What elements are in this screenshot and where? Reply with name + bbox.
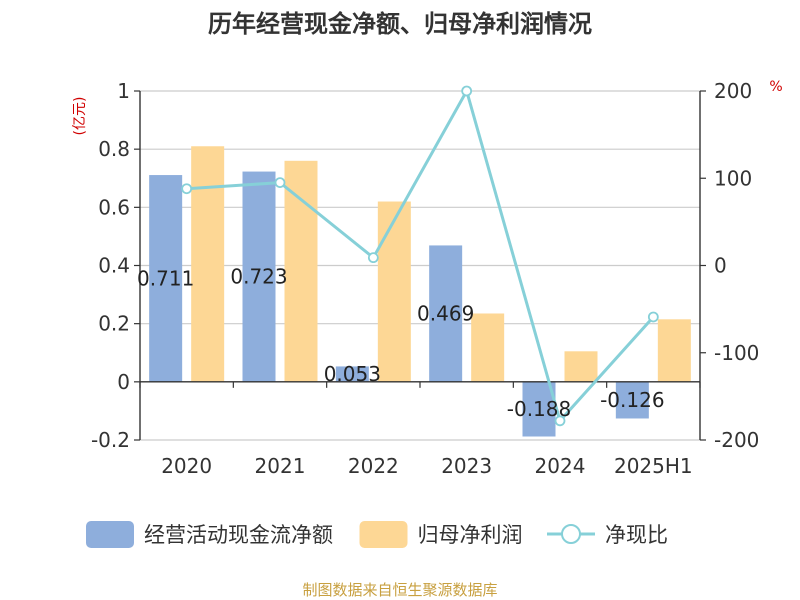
legend-swatch-net-profit <box>359 521 408 548</box>
cash-flow-value-label: 0.711 <box>137 266 194 290</box>
right-axis-ticks: -200 -100 0 100 200 <box>700 79 759 452</box>
bars <box>149 146 691 437</box>
ratio-point <box>181 183 193 195</box>
net-profit-bar <box>284 160 318 382</box>
cash-flow-value-label: 0.723 <box>230 265 287 289</box>
legend-label: 净现比 <box>605 523 668 547</box>
legend-swatch-cash-flow <box>86 521 134 548</box>
net-profit-bar <box>657 319 691 382</box>
category-label: 2020 <box>161 454 212 478</box>
left-axis-ticks: -0.2 0 0.2 0.4 0.6 0.8 1 <box>91 79 140 452</box>
cash-flow-value-label: -0.126 <box>600 388 664 412</box>
cash-flow-bar <box>335 366 369 382</box>
cash-flow-bar <box>429 245 463 382</box>
category-label: 2024 <box>535 454 586 478</box>
right-tick-label: 0 <box>714 254 727 278</box>
ratio-point <box>274 177 286 189</box>
left-tick-label: 0.4 <box>98 254 130 278</box>
category-label: 2021 <box>255 454 306 478</box>
category-label: 2023 <box>441 454 492 478</box>
left-tick-label: 0.8 <box>98 137 130 161</box>
data-labels: 0.711 0.723 0.053 0.469 -0.188 -0.126 <box>137 265 665 421</box>
left-tick-label: -0.2 <box>91 428 130 452</box>
legend-label: 经营活动现金流净额 <box>144 523 333 547</box>
cash-flow-bar <box>615 381 649 419</box>
net-profit-bar <box>564 351 598 382</box>
cash-flow-value-label: 0.469 <box>417 302 474 326</box>
left-tick-label: 0.6 <box>98 195 130 219</box>
category-labels: 2020 2021 2022 2023 2024 2025H1 <box>161 454 692 478</box>
net-profit-bar <box>377 201 411 382</box>
right-tick-label: 200 <box>714 79 752 103</box>
chart-title: 历年经营现金净额、归母净利润情况 <box>208 10 592 38</box>
source-note: 制图数据来自恒生聚源数据库 <box>302 581 497 599</box>
right-tick-label: -200 <box>714 428 759 452</box>
net-profit-bar <box>471 313 505 382</box>
category-label: 2025H1 <box>614 454 693 478</box>
legend-swatch-ratio-marker <box>561 524 581 544</box>
category-label: 2022 <box>348 454 399 478</box>
ratio-line-path <box>186 87 655 424</box>
right-tick-label: 100 <box>714 166 752 190</box>
cash-flow-value-label: -0.188 <box>507 397 571 421</box>
left-tick-label: 1 <box>117 79 130 103</box>
ratio-point <box>367 252 379 264</box>
ratio-line <box>181 85 659 427</box>
legend-label: 归母净利润 <box>418 523 523 547</box>
left-axis-unit: (亿元) <box>72 97 88 136</box>
ratio-point <box>461 85 473 97</box>
ratio-point <box>554 415 566 427</box>
right-axis-unit: % <box>769 79 782 95</box>
right-tick-label: -100 <box>714 341 759 365</box>
left-tick-label: 0 <box>117 370 130 394</box>
net-profit-bar <box>191 146 225 382</box>
left-tick-label: 0.2 <box>98 312 130 336</box>
cash-flow-bar <box>149 175 183 382</box>
ratio-point <box>647 311 659 323</box>
cash-flow-value-label: 0.053 <box>324 362 381 386</box>
cash-flow-bar <box>242 171 276 382</box>
legend: 经营活动现金流净额 归母净利润 净现比 <box>86 521 668 548</box>
